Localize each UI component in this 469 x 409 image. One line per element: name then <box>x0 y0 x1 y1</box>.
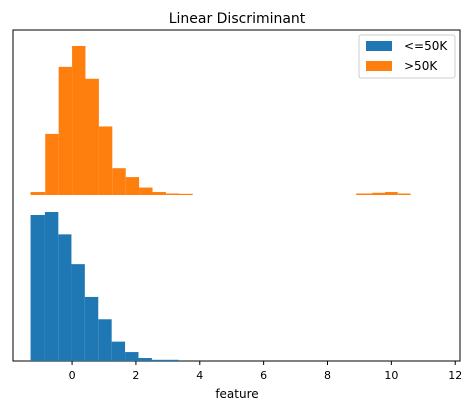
bar-le50k-10 <box>165 359 179 361</box>
bar-gt50k-8 <box>139 187 153 195</box>
x-tick-label-3: 6 <box>260 369 267 382</box>
legend-swatch-gt50k <box>366 61 392 71</box>
x-tick-label-6: 12 <box>448 369 462 382</box>
bar-le50k-5 <box>98 319 112 361</box>
bar-gt50k-7 <box>125 177 140 195</box>
bar-le50k-7 <box>125 352 139 361</box>
bar-gt50k-4 <box>85 78 99 195</box>
x-tick-label-0: 0 <box>69 369 76 382</box>
bar-gt50k-13 <box>372 192 385 195</box>
bar-le50k-0 <box>30 214 45 361</box>
bar-gt50k-0 <box>30 192 46 195</box>
x-tick-label-1: 2 <box>132 369 139 382</box>
legend-label-gt50k: >50K <box>404 59 438 73</box>
plot-frame <box>12 29 461 362</box>
chart-title: Linear Discriminant <box>169 11 306 27</box>
bar-gt50k-11 <box>179 193 193 195</box>
bar-le50k-1 <box>44 212 59 361</box>
bar-gt50k-9 <box>152 192 166 195</box>
x-tick-label-4: 8 <box>324 369 331 382</box>
bar-gt50k-2 <box>58 66 73 195</box>
bar-le50k-6 <box>111 341 126 361</box>
bar-le50k-2 <box>58 234 72 361</box>
bar-gt50k-3 <box>72 46 86 195</box>
legend-swatch-le50k <box>366 41 392 51</box>
bar-le50k-8 <box>138 358 152 361</box>
bar-gt50k-6 <box>112 168 126 195</box>
bar-gt50k-1 <box>45 133 59 195</box>
bar-gt50k-10 <box>165 193 180 195</box>
bar-gt50k-14 <box>384 192 398 195</box>
legend-label-le50k: <=50K <box>404 39 448 53</box>
x-axis: 0 2 4 6 8 10 12 <box>69 361 462 382</box>
bar-le50k-3 <box>71 264 85 361</box>
bar-gt50k-15 <box>397 193 411 195</box>
bar-le50k-4 <box>84 296 99 361</box>
legend: <=50K >50K <box>358 34 456 79</box>
histogram-bars <box>30 46 411 361</box>
x-tick-label-5: 10 <box>384 369 398 382</box>
bar-gt50k-5 <box>98 126 113 195</box>
bar-gt50k-12 <box>356 193 373 195</box>
x-axis-label: feature <box>215 387 258 401</box>
bar-le50k-9 <box>151 359 166 361</box>
x-tick-label-2: 4 <box>196 369 203 382</box>
